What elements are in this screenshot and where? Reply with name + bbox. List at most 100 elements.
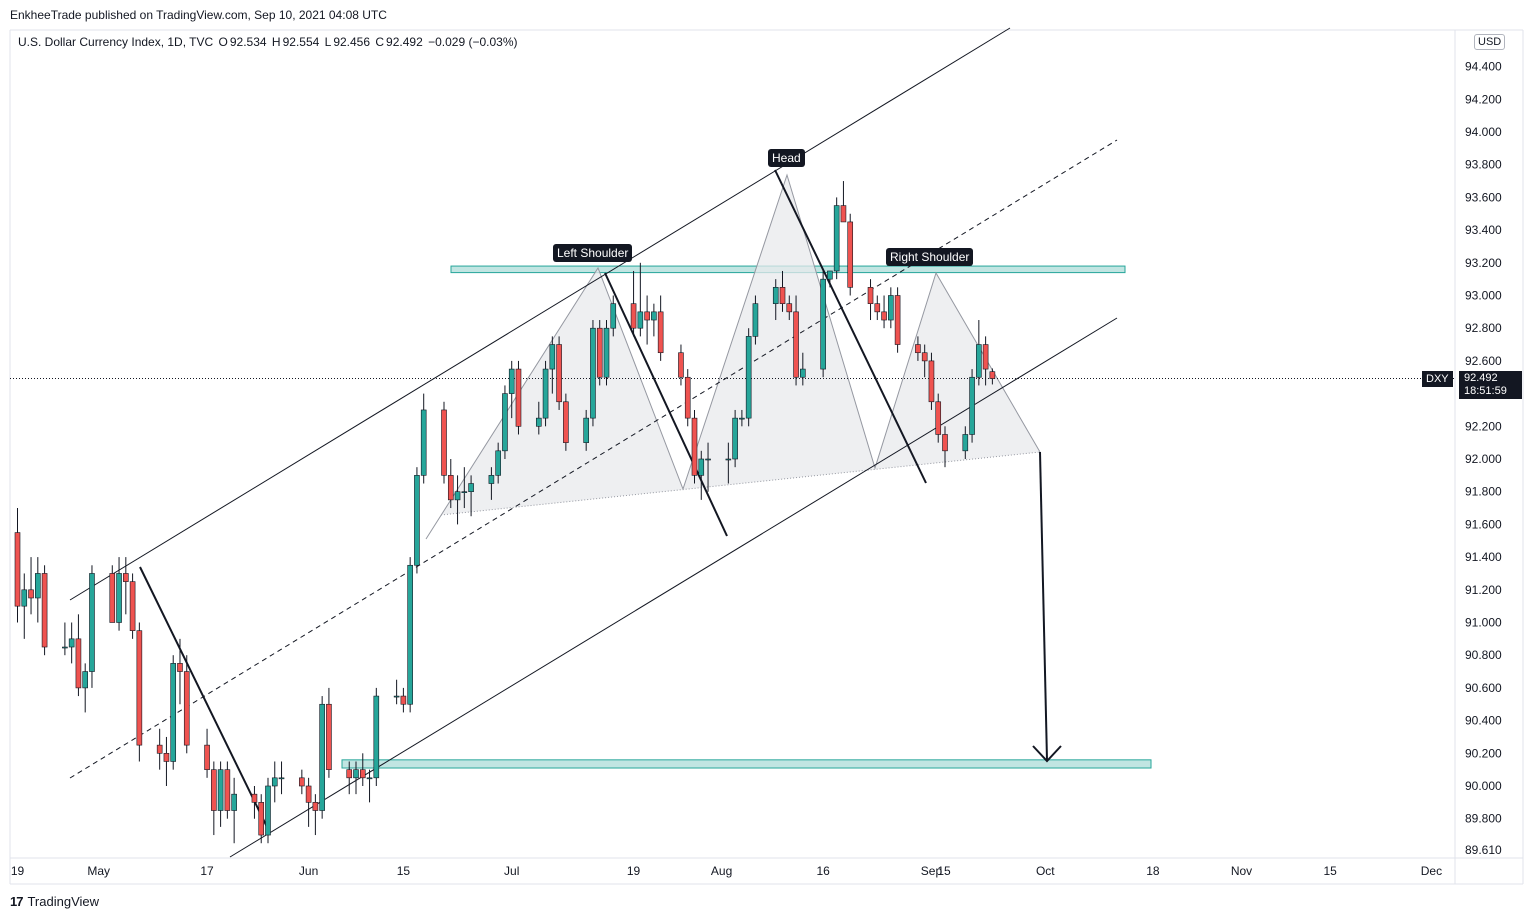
pattern-shading (441, 175, 1040, 515)
candle (969, 376, 975, 435)
neckline (440, 451, 1041, 516)
trend-line (774, 169, 927, 484)
price-tick-label: 93.600 (1465, 190, 1502, 204)
candle (739, 417, 745, 420)
time-tick-label: 15 (937, 864, 951, 878)
price-tick-label: 89.610 (1465, 843, 1502, 857)
time-tick-label: 16 (816, 864, 830, 878)
last-price: 92.492 (1464, 372, 1498, 384)
candle (35, 573, 41, 599)
candle (163, 752, 170, 762)
chart-drawings[interactable] (10, 27, 1455, 858)
candle (962, 434, 969, 452)
symbol-title: U.S. Dollar Currency Index, 1D, TVC (18, 35, 214, 49)
candle (366, 777, 373, 780)
candle (935, 401, 942, 435)
ohlc-close-label: C (375, 35, 385, 49)
candle (637, 311, 644, 329)
price-tick-label: 92.800 (1465, 321, 1502, 335)
footer-brand[interactable]: 17 TradingView (10, 894, 99, 909)
price-tick-label: 92.000 (1465, 452, 1502, 466)
candle (129, 581, 136, 631)
candle (976, 344, 982, 378)
candle (353, 769, 359, 779)
candle (678, 352, 684, 378)
channel-midline (69, 139, 1118, 779)
last-price-tag: 92.492 18:51:59 (1459, 371, 1522, 399)
price-tick-label: 93.400 (1465, 223, 1502, 237)
candle (217, 769, 224, 811)
time-tick-label: 19 (627, 864, 641, 878)
candle (745, 336, 752, 419)
candle (563, 401, 569, 443)
candle (312, 802, 319, 811)
candle (549, 344, 556, 370)
price-tick-label: 93.200 (1465, 256, 1502, 270)
candle (461, 491, 468, 494)
candle (820, 278, 826, 370)
candle (989, 371, 996, 379)
candle (441, 409, 447, 476)
price-tick-label: 90.200 (1465, 746, 1502, 760)
price-tick-label: 90.000 (1465, 779, 1502, 793)
candle (942, 434, 948, 452)
candle (495, 450, 501, 476)
candle (170, 663, 177, 762)
candle (21, 589, 28, 607)
candle (14, 532, 21, 607)
candle (800, 368, 806, 378)
right-shoulder-label[interactable]: Right Shoulder (886, 248, 974, 266)
candle (610, 303, 617, 329)
candle (535, 417, 542, 427)
candle (407, 564, 413, 705)
price-axis[interactable]: 94.400 94.200 94.000 93.800 93.600 93.400 93.2… (1465, 60, 1502, 857)
currency-button[interactable]: USD (1474, 34, 1506, 50)
candle (156, 744, 163, 754)
candle (211, 769, 217, 811)
candle (772, 287, 779, 304)
candle (894, 295, 901, 345)
symbol-price-tag: DXY (1422, 371, 1453, 387)
candle (928, 360, 935, 403)
time-tick-label: 15 (397, 864, 411, 878)
candle (177, 663, 183, 672)
candle (752, 303, 759, 337)
candle (75, 638, 82, 689)
price-tick-label: 91.800 (1465, 485, 1502, 499)
price-tick-label: 92.600 (1465, 354, 1502, 368)
candle (468, 483, 474, 492)
ohlc-high-label: H (271, 35, 281, 49)
candle (68, 638, 75, 648)
time-tick-label: Aug (711, 864, 732, 878)
candle (508, 368, 515, 394)
candle (271, 777, 278, 787)
trend-line (604, 272, 728, 537)
candle (116, 573, 122, 623)
price-tick-label: 94.400 (1465, 60, 1502, 74)
candle (326, 703, 332, 770)
head-label[interactable]: Head (768, 149, 805, 167)
arrow-head-icon (1032, 745, 1062, 763)
price-tick-label: 90.800 (1465, 648, 1502, 662)
candle (915, 344, 921, 354)
candle (705, 458, 711, 461)
candle (265, 785, 271, 836)
candle (89, 573, 95, 672)
series-legend[interactable]: U.S. Dollar Currency Index, 1D, TVC O 92.… (18, 35, 520, 49)
candle (840, 205, 847, 223)
candle (651, 311, 657, 321)
ohlc-open: 92.534 (229, 35, 267, 49)
price-tick-label: 94.200 (1465, 92, 1502, 106)
candle (319, 703, 325, 811)
candle (123, 573, 129, 582)
candle (346, 769, 353, 779)
price-tick-label: 89.800 (1465, 812, 1502, 826)
left-shoulder-label[interactable]: Left Shoulder (553, 244, 633, 262)
time-tick-label: Oct (1036, 864, 1055, 878)
candle (420, 409, 427, 476)
candle (447, 475, 454, 501)
candle (698, 458, 705, 476)
candle (691, 417, 698, 476)
